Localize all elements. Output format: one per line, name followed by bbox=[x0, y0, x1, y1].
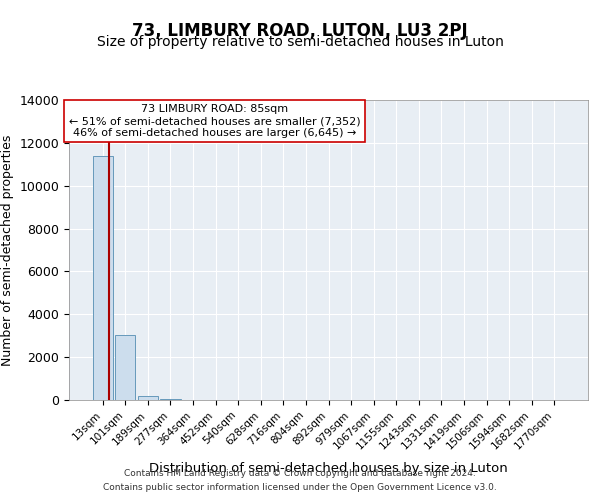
Text: Contains HM Land Registry data © Crown copyright and database right 2024.: Contains HM Land Registry data © Crown c… bbox=[124, 468, 476, 477]
Text: 73 LIMBURY ROAD: 85sqm
← 51% of semi-detached houses are smaller (7,352)
46% of : 73 LIMBURY ROAD: 85sqm ← 51% of semi-det… bbox=[68, 104, 360, 138]
Bar bbox=[138, 396, 158, 400]
Text: 73, LIMBURY ROAD, LUTON, LU3 2PJ: 73, LIMBURY ROAD, LUTON, LU3 2PJ bbox=[132, 22, 468, 40]
X-axis label: Distribution of semi-detached houses by size in Luton: Distribution of semi-detached houses by … bbox=[149, 462, 508, 475]
Text: Contains public sector information licensed under the Open Government Licence v3: Contains public sector information licen… bbox=[103, 484, 497, 492]
Bar bbox=[92, 156, 113, 400]
Y-axis label: Number of semi-detached properties: Number of semi-detached properties bbox=[1, 134, 14, 366]
Text: Size of property relative to semi-detached houses in Luton: Size of property relative to semi-detach… bbox=[97, 35, 503, 49]
Bar bbox=[115, 334, 136, 400]
